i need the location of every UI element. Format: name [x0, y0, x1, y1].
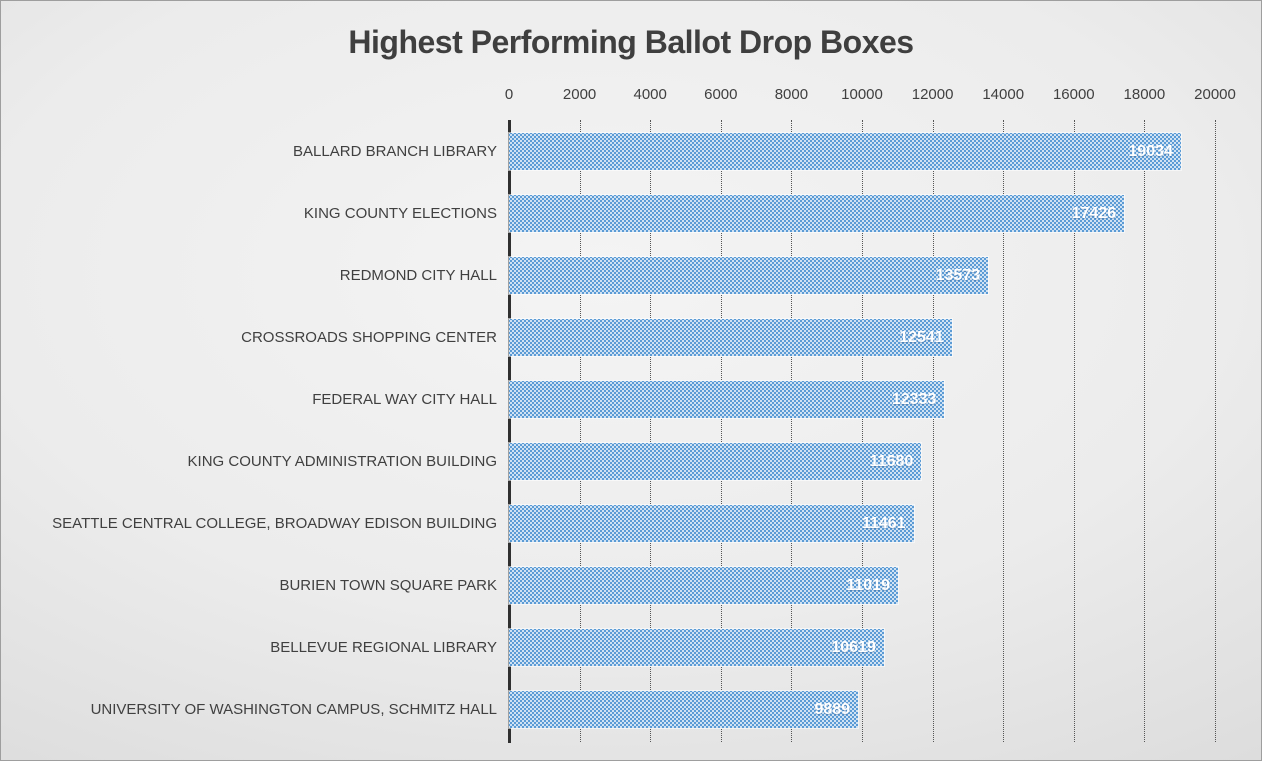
category-label: FEDERAL WAY CITY HALL — [312, 390, 497, 408]
gridline — [1144, 120, 1146, 742]
x-axis-tick-label: 8000 — [774, 86, 809, 103]
category-label: BALLARD BRANCH LIBRARY — [293, 142, 497, 160]
bar: 13573 — [509, 256, 989, 294]
gridline — [650, 120, 652, 742]
x-axis-tick-label: 2000 — [562, 86, 597, 103]
chart-row: BURIEN TOWN SQUARE PARK 11019 — [279, 566, 1215, 604]
x-axis-tick-label: 0 — [504, 86, 514, 103]
category-label: CROSSROADS SHOPPING CENTER — [241, 328, 497, 346]
gridline — [1003, 120, 1005, 742]
x-axis-tick-label: 18000 — [1123, 86, 1166, 103]
chart-row: KING COUNTY ELECTIONS 17426 — [304, 194, 1215, 232]
y-axis-line — [508, 120, 511, 743]
chart-row: CROSSROADS SHOPPING CENTER 12541 — [241, 318, 1215, 356]
chart-row: BELLEVUE REGIONAL LIBRARY 10619 — [270, 628, 1215, 666]
gridline — [791, 120, 793, 742]
bar: 19034 — [509, 132, 1181, 170]
category-label: BELLEVUE REGIONAL LIBRARY — [270, 638, 497, 656]
bar-data-label: 13573 — [935, 266, 981, 284]
bar: 10619 — [509, 628, 884, 666]
category-label: KING COUNTY ELECTIONS — [303, 204, 497, 222]
gridline — [1215, 120, 1216, 742]
gridline — [720, 120, 722, 742]
bar-data-label: 17426 — [1071, 204, 1117, 222]
gridline — [932, 120, 934, 742]
chart-title: Highest Performing Ballot Drop Boxes — [348, 24, 914, 60]
category-label: BURIEN TOWN SQUARE PARK — [279, 576, 497, 594]
chart-row: SEATTLE CENTRAL COLLEGE, BROADWAY EDISON… — [52, 504, 1215, 542]
bar-data-label: 9889 — [814, 700, 851, 718]
plot-area: 0 2000 4000 6000 8000 10000 12000 14000 16000 180… — [52, 86, 1236, 743]
category-label: KING COUNTY ADMINISTRATION BUILDING — [187, 452, 497, 470]
gridline — [579, 120, 581, 742]
bar-data-label: 11680 — [869, 452, 914, 470]
bar: 12541 — [509, 318, 952, 356]
chart-row: KING COUNTY ADMINISTRATION BUILDING 11680 — [188, 442, 1215, 480]
bar-data-label: 19034 — [1128, 142, 1173, 160]
bar: 9889 — [509, 690, 859, 728]
x-axis-tick-label: 4000 — [633, 86, 667, 103]
bar-data-label: 12333 — [891, 390, 937, 408]
bar: 11680 — [509, 442, 922, 480]
chart-row: UNIVERSITY OF WASHINGTON CAMPUS, SCHMITZ… — [91, 690, 1215, 728]
bar: 17426 — [509, 194, 1125, 232]
x-axis-tick-label: 16000 — [1052, 86, 1095, 103]
x-axis-tick-label: 6000 — [704, 86, 738, 103]
bar: 12333 — [509, 380, 945, 418]
category-label: UNIVERSITY OF WASHINGTON CAMPUS, SCHMITZ… — [90, 700, 497, 718]
bar-data-label: 10619 — [831, 638, 876, 656]
x-axis-tick-label: 14000 — [982, 86, 1025, 103]
chart-row: FEDERAL WAY CITY HALL 12333 — [312, 380, 1215, 418]
category-label: REDMOND CITY HALL — [339, 266, 497, 284]
gridline — [862, 120, 863, 742]
x-axis-tick-label: 12000 — [911, 86, 954, 103]
bar: 11461 — [509, 504, 914, 542]
bar-data-label: 11461 — [861, 514, 906, 532]
chart-row: REDMOND CITY HALL 13573 — [340, 256, 1215, 294]
bar-data-label: 11019 — [846, 576, 890, 594]
bar-data-label: 12541 — [899, 328, 944, 346]
x-axis-tick-label: 20000 — [1194, 86, 1236, 103]
x-axis-tick-label: 10000 — [841, 86, 883, 103]
gridline — [1073, 120, 1075, 742]
chart-row: BALLARD BRANCH LIBRARY 19034 — [293, 132, 1215, 170]
category-label: SEATTLE CENTRAL COLLEGE, BROADWAY EDISON… — [52, 514, 497, 532]
bar: 11019 — [509, 566, 898, 604]
